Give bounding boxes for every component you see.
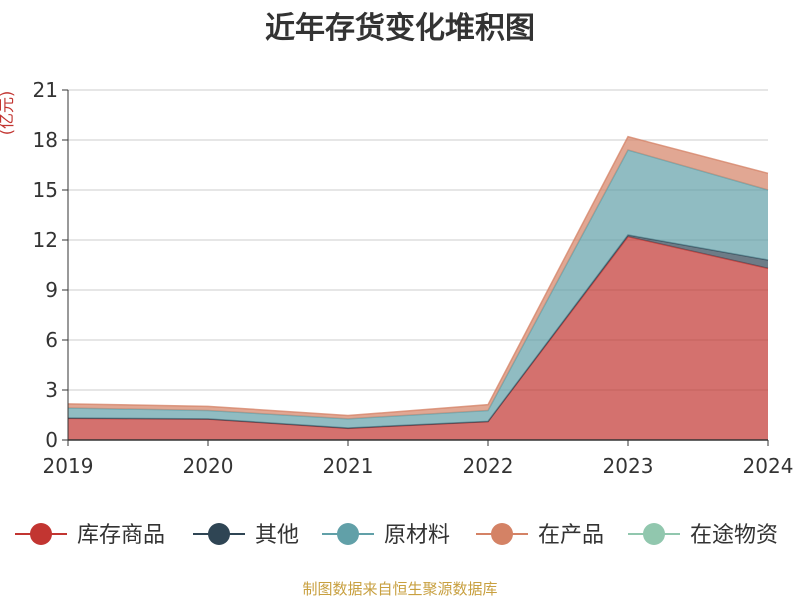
legend-marker	[337, 523, 359, 545]
area-series-2	[68, 150, 768, 428]
legend-label: 在产品	[538, 523, 604, 548]
legend-label: 其他	[255, 523, 299, 548]
legend-label: 在途物资	[690, 523, 778, 548]
legend-label: 库存商品	[77, 523, 165, 548]
legend-label: 原材料	[384, 523, 450, 548]
y-tick-label: 21	[33, 78, 58, 102]
y-tick-label: 6	[45, 328, 58, 352]
legend-marker	[643, 523, 665, 545]
gridlines	[68, 89, 768, 391]
legend-marker	[491, 523, 513, 545]
axes	[67, 90, 768, 441]
y-tick-label: 18	[33, 128, 58, 152]
legend-item-2[interactable]: 原材料	[322, 523, 450, 548]
legend-item-3[interactable]: 在产品	[476, 523, 604, 548]
x-axis-ticks: 2019 2020 2021 2022 2023 2024	[43, 440, 794, 478]
area-series	[67, 135, 769, 440]
area-series-0	[68, 236, 768, 440]
area-series-line-3	[67, 135, 769, 417]
source-note: 制图数据来自恒生聚源数据库	[302, 580, 497, 598]
chart-title: 近年存货变化堆积图	[265, 11, 535, 46]
y-tick-label: 9	[45, 278, 58, 302]
x-tick-label: 2024	[743, 454, 794, 478]
legend[interactable]: 库存商品 其他 原材料 在产品 在途物资	[15, 523, 778, 548]
legend-item-4[interactable]: 在途物资	[628, 523, 778, 548]
y-axis-ticks: 0 3 6 9 12 15 18 21	[33, 78, 68, 452]
legend-marker	[30, 523, 52, 545]
legend-item-1[interactable]: 其他	[193, 523, 299, 548]
y-tick-label: 12	[33, 228, 58, 252]
area-series-3	[68, 136, 768, 419]
x-tick-label: 2020	[183, 454, 234, 478]
y-tick-label: 15	[33, 178, 58, 202]
y-tick-label: 0	[45, 428, 58, 452]
y-axis-unit-label: (亿元)	[0, 91, 16, 136]
x-tick-label: 2023	[603, 454, 654, 478]
legend-item-0[interactable]: 库存商品	[15, 523, 165, 548]
legend-marker	[208, 523, 230, 545]
x-tick-label: 2022	[463, 454, 514, 478]
x-tick-label: 2021	[323, 454, 374, 478]
x-tick-label: 2019	[43, 454, 94, 478]
y-tick-label: 3	[45, 378, 58, 402]
